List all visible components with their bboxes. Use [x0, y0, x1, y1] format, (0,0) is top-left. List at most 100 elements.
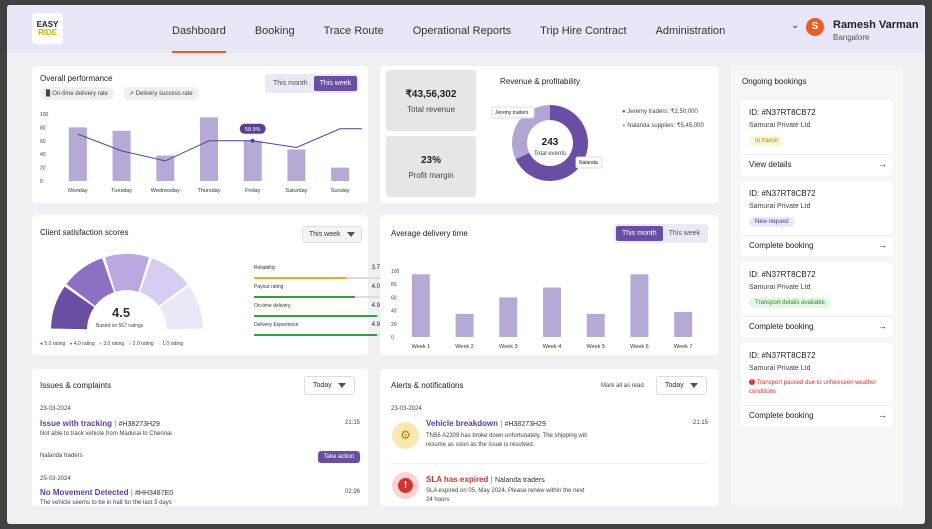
nav-administration[interactable]: Administration — [655, 25, 726, 37]
complete-booking-link[interactable]: Complete booking — [749, 411, 814, 420]
arrow-right-icon[interactable]: → — [878, 240, 887, 250]
nav-trip-hire-contract[interactable]: Trip Hire Contract — [540, 25, 627, 37]
x-tick-label: Saturday — [285, 188, 307, 194]
this-month-tab[interactable]: This month — [616, 226, 663, 241]
view-details-link[interactable]: View details — [749, 160, 792, 169]
divider — [741, 235, 893, 236]
booking-card[interactable]: ID: #N37RT8CB72 Samurai Private Ltd ! Tr… — [741, 343, 893, 427]
app-logo[interactable]: EASY RIDE — [32, 13, 63, 44]
nav-dashboard[interactable]: Dashboard — [172, 5, 226, 53]
user-location: Bangalore — [833, 33, 870, 42]
profit-margin-tile: 23% Profit margin — [386, 136, 476, 197]
user-menu[interactable]: ⌄ S Ramesh Varman Bangalore — [785, 5, 925, 53]
period-dropdown[interactable]: This week — [302, 226, 362, 243]
alert-title-row[interactable]: Vehicle breakdown | #H38273H29 — [426, 419, 546, 428]
issue-title-row[interactable]: No Movement Detected | #HH3487E0 — [40, 488, 174, 497]
main-nav: Dashboard Booking Trace Route Operationa… — [172, 5, 754, 53]
complete-booking-link[interactable]: Complete booking — [749, 322, 814, 331]
mark-all-read-link[interactable]: Mark all as read — [601, 383, 644, 389]
status-badge: In transit — [749, 136, 785, 146]
issue-company: Nalanda traders — [40, 453, 83, 459]
y-tick-label: 20 — [40, 166, 46, 172]
arrow-right-icon[interactable]: → — [878, 159, 887, 169]
issue-title-row[interactable]: Issue with tracking | #H38273H29 — [40, 419, 160, 428]
complete-booking-link[interactable]: Complete booking — [749, 241, 814, 250]
bar — [68, 127, 87, 181]
bar — [586, 313, 605, 337]
on-time-pill[interactable]: ▉ On-time delivery rate — [40, 87, 114, 100]
x-tick-label: Week 6 — [630, 344, 649, 350]
x-tick-label: Week 7 — [674, 344, 693, 350]
booking-id: ID: #N37RT8CB72 — [749, 189, 816, 198]
profit-margin-value: 23% — [420, 155, 441, 166]
x-tick-label: Monday — [68, 188, 88, 194]
rating-bar-fill — [254, 277, 348, 279]
y-tick-label: 20 — [391, 322, 397, 328]
x-tick-label: Tuesday — [111, 188, 132, 194]
alert-date: 23-03-2024 — [391, 406, 422, 412]
nav-operational-reports[interactable]: Operational Reports — [412, 25, 512, 37]
x-tick-label: Week 5 — [586, 344, 605, 350]
app-frame: EASY RIDE Dashboard Booking Trace Route O… — [7, 5, 925, 524]
status-badge: Transport details available — [749, 298, 831, 308]
y-tick-label: 80 — [391, 282, 397, 288]
bar — [200, 117, 218, 181]
bar — [156, 155, 175, 181]
booking-id: ID: #N37RT8CB72 — [749, 351, 816, 360]
rating-legend: ● 5.0 rating ● 4.0 rating ● 3.0 rating ●… — [40, 341, 184, 347]
booking-company: Samurai Private Ltd — [749, 203, 811, 210]
booking-id: ID: #N37RT8CB72 — [749, 270, 816, 279]
average-delivery-card: Average delivery time This month This we… — [380, 215, 719, 355]
based-on-label: Based on 567 ratings — [96, 323, 144, 329]
bar — [112, 130, 131, 181]
take-action-button[interactable]: Take action — [317, 451, 360, 463]
period-dropdown[interactable]: Today — [304, 376, 355, 395]
issue-time: 02:36 — [344, 489, 360, 495]
alert-description: SLA expired on 05, May 2024. Please rene… — [426, 488, 585, 494]
slice-tag-box — [491, 106, 535, 119]
this-week-tab[interactable]: This week — [313, 76, 358, 91]
bar — [243, 140, 262, 181]
booking-card[interactable]: ID: #N37RT8CB72 Samurai Private Ltd In t… — [741, 100, 893, 176]
card-title: Overall performance — [40, 74, 113, 83]
success-pill[interactable]: ↗ Delivery success rate — [123, 87, 199, 100]
rating-bar-fill — [254, 296, 355, 298]
nav-booking[interactable]: Booking — [254, 25, 295, 37]
revenue-card: ₹43,56,302 Total revenue 23% Profit marg… — [380, 66, 719, 203]
x-tick-label: Week 2 — [455, 344, 474, 350]
booking-card[interactable]: ID: #N37RT8CB72 Samurai Private Ltd Tran… — [741, 262, 893, 337]
issue-description: The vehicle seems to be in halt for the … — [40, 500, 172, 506]
y-tick-label: 60 — [391, 295, 397, 301]
booking-card[interactable]: ID: #N37RT8CB72 Samurai Private Ltd New … — [741, 181, 893, 256]
chevron-down-icon[interactable]: ⌄ — [791, 20, 800, 31]
alert-description: 24 hours — [426, 497, 450, 503]
bar — [543, 287, 561, 337]
highlight-point — [250, 138, 255, 143]
total-revenue-tile: ₹43,56,302 Total revenue — [386, 70, 476, 131]
booking-id: ID: #N37RT8CB72 — [749, 108, 816, 117]
arrow-right-icon[interactable]: → — [878, 321, 887, 331]
y-tick-label: 60 — [40, 139, 46, 145]
warning-message: ! Transport paused due to unforeseen wea… — [749, 379, 877, 395]
period-toggle: This month This week — [265, 74, 360, 93]
avatar[interactable]: S — [806, 18, 824, 36]
nav-trace-route[interactable]: Trace Route — [323, 25, 384, 37]
score-value: 4.5 — [112, 305, 131, 320]
chevron-down-icon — [346, 231, 355, 237]
user-name: Ramesh Varman — [833, 19, 919, 31]
donut-slice — [515, 105, 588, 181]
this-month-tab[interactable]: This month — [273, 80, 308, 87]
bar — [331, 167, 350, 181]
alert-title-row[interactable]: SLA has expired | Nalanda traders — [426, 475, 545, 484]
issue-time: 21:15 — [344, 420, 360, 426]
x-tick-label: Wednesday — [151, 188, 180, 194]
revenue-donut-chart: 243 Total events Jeremy traders Nalanda — [491, 105, 603, 181]
top-navigation: EASY RIDE Dashboard Booking Trace Route O… — [7, 5, 925, 53]
period-dropdown[interactable]: Today — [656, 376, 707, 395]
tooltip-label: 58.9% — [245, 127, 261, 133]
gauge-segment — [66, 258, 114, 306]
arrow-right-icon[interactable]: → — [878, 410, 887, 420]
this-week-tab[interactable]: This week — [668, 230, 701, 237]
slice-tag-label: Nalanda — [579, 160, 598, 166]
alert-description: TN56 A2309 has broke down unfortunately.… — [426, 433, 587, 439]
